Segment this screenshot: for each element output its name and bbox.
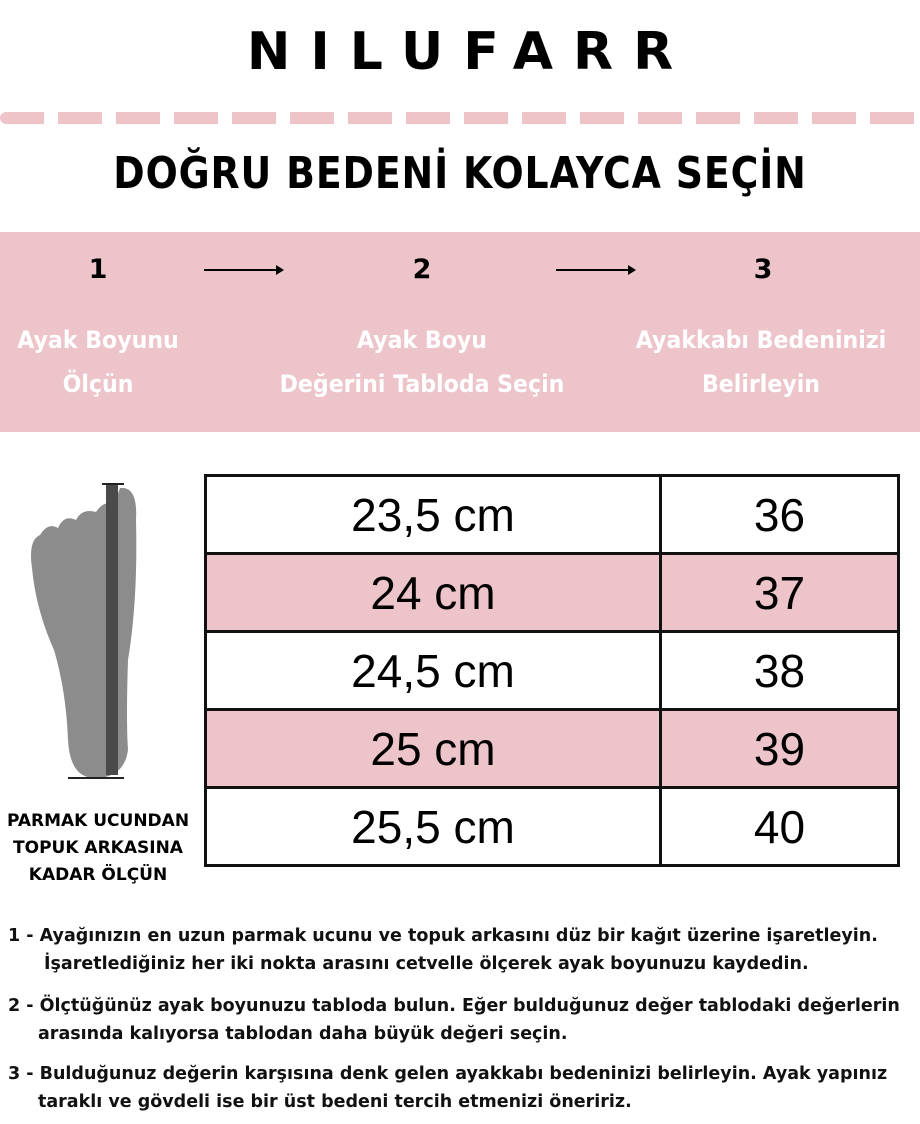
caption-line2: TOPUK ARKASINA xyxy=(13,838,183,858)
dashed-divider xyxy=(0,112,920,124)
size-table: 23,5 cm 36 24 cm 37 24,5 cm 38 25 cm 39 25,5… xyxy=(204,474,900,867)
table-row: 24 cm 37 xyxy=(204,552,900,633)
instruction-2: 2 - Ölçtüğünüz ayak boyunuzu tabloda bul… xyxy=(8,992,908,1048)
foot-length-cell: 23,5 cm xyxy=(204,474,662,555)
step-1-label: Ayak Boyunu Ölçün xyxy=(8,318,188,406)
arrow-right-icon xyxy=(204,265,284,275)
step-2-label: Ayak Boyu Değerini Tabloda Seçin xyxy=(266,318,579,406)
instruction-line: 1 - Ayağınızın en uzun parmak ucunu ve t… xyxy=(8,926,878,946)
step-3-line1: Ayakkabı Bedeninizi xyxy=(635,326,887,354)
step-2-number: 2 xyxy=(412,254,432,285)
shoe-size-cell: 40 xyxy=(659,786,900,867)
step-1-number: 1 xyxy=(88,254,108,285)
caption-line1: PARMAK UCUNDAN xyxy=(6,811,190,831)
table-row: 25 cm 39 xyxy=(204,708,900,789)
step-1-line1: Ayak Boyunu xyxy=(17,326,179,354)
step-3-number: 3 xyxy=(753,254,773,285)
foot-length-cell: 25 cm xyxy=(204,708,662,789)
brand-logo: NILUFARR xyxy=(246,22,694,82)
table-row: 23,5 cm 36 xyxy=(204,474,900,555)
foot-caption: PARMAK UCUNDAN TOPUK ARKASINA KADAR ÖLÇÜ… xyxy=(0,808,196,889)
foot-length-cell: 24,5 cm xyxy=(204,630,662,711)
instruction-line: 3 - Bulduğunuz değerin karşısına denk ge… xyxy=(8,1064,888,1084)
instruction-line: 2 - Ölçtüğünüz ayak boyunuzu tabloda bul… xyxy=(8,996,900,1016)
shoe-size-cell: 39 xyxy=(659,708,900,789)
step-3-line2: Belirleyin xyxy=(701,370,821,398)
page-title: DOĞRU BEDENİ KOLAYCA SEÇİN xyxy=(113,148,807,199)
instruction-3: 3 - Bulduğunuz değerin karşısına denk ge… xyxy=(8,1060,908,1116)
foot-measure-icon xyxy=(31,483,137,779)
shoe-size-cell: 36 xyxy=(659,474,900,555)
table-row: 25,5 cm 40 xyxy=(204,786,900,867)
step-2-line1: Ayak Boyu xyxy=(356,326,488,354)
instruction-line: taraklı ve gövdeli ise bir üst bedeni te… xyxy=(38,1092,632,1112)
foot-length-cell: 24 cm xyxy=(204,552,662,633)
instruction-line: arasında kalıyorsa tablodan daha büyük d… xyxy=(38,1024,568,1044)
step-1-line2: Ölçün xyxy=(62,370,134,398)
step-3-label: Ayakkabı Bedeninizi Belirleyin xyxy=(618,318,903,406)
steps-band xyxy=(0,232,920,432)
instruction-line: İşaretlediğiniz her iki nokta arasını ce… xyxy=(44,954,809,974)
instruction-1: 1 - Ayağınızın en uzun parmak ucunu ve t… xyxy=(8,922,908,978)
shoe-size-cell: 37 xyxy=(659,552,900,633)
table-row: 24,5 cm 38 xyxy=(204,630,900,711)
step-2-line2: Değerini Tabloda Seçin xyxy=(279,370,565,398)
foot-length-cell: 25,5 cm xyxy=(204,786,662,867)
shoe-size-cell: 38 xyxy=(659,630,900,711)
arrow-right-icon xyxy=(556,265,636,275)
caption-line3: KADAR ÖLÇÜN xyxy=(28,865,168,885)
